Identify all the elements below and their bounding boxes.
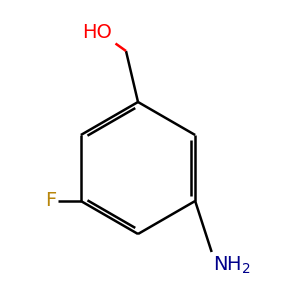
Text: NH$_2$: NH$_2$ [213, 255, 251, 276]
Text: HO: HO [82, 23, 112, 42]
Text: F: F [46, 191, 57, 211]
